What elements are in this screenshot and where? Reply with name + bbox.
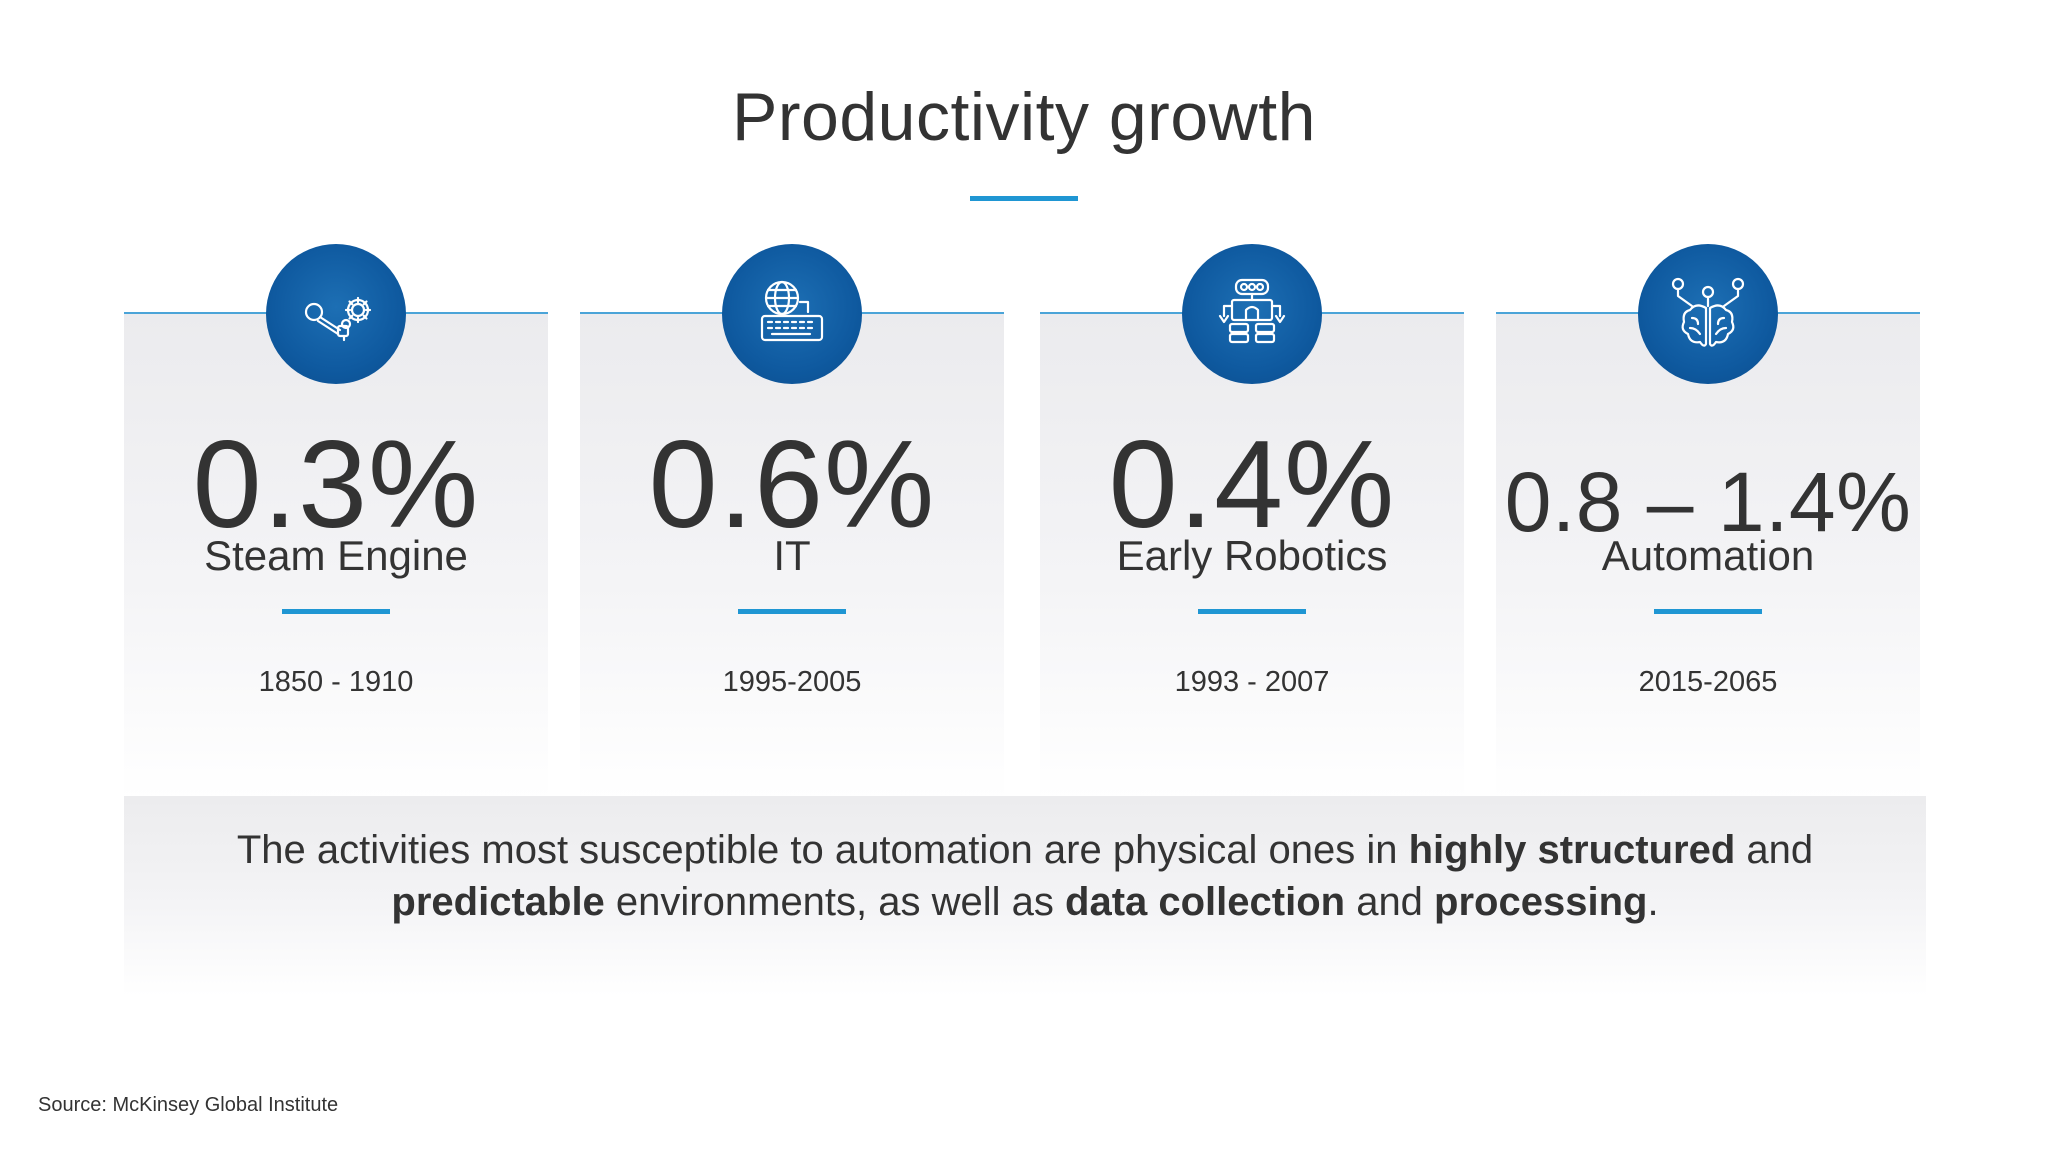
steam-engine-icon [266,244,406,384]
globe-keyboard-icon [722,244,862,384]
growth-value: 0.8 – 1.4% [1504,455,1912,549]
summary-text-part: and [1735,828,1814,872]
card-steam-engine: 0.3% Steam Engine 1850 - 1910 [124,244,548,800]
growth-value: 0.3% [192,416,480,554]
title-divider [970,196,1078,201]
card-divider [1198,609,1306,614]
summary-emphasis: data collection [1065,880,1346,924]
summary-text-part: environments, as well as [604,880,1066,924]
page-title: Productivity growth [732,79,1316,155]
summary-text-part: . [1647,880,1659,924]
period-label: 1850 - 1910 [258,666,414,698]
card-divider [1654,609,1762,614]
period-label: 1995-2005 [722,666,862,698]
growth-value: 0.6% [648,416,936,554]
card-divider [738,609,846,614]
card-automation: 0.8 – 1.4% Automation 2015-2065 [1496,244,1920,800]
growth-value: 0.4% [1108,416,1396,554]
summary-emphasis: processing [1434,880,1648,924]
summary-text: The activities most susceptible to autom… [124,824,1926,928]
period-label: 1993 - 2007 [1174,666,1330,698]
card-early-robotics: 0.4% Early Robotics 1993 - 2007 [1040,244,1464,800]
source-caption: Source: McKinsey Global Institute [38,1094,339,1116]
card-it: 0.6% IT 1995-2005 [580,244,1004,800]
summary-emphasis: predictable [391,880,605,924]
brain-circuit-icon [1638,244,1778,384]
technology-label: IT [773,532,811,579]
technology-label: Early Robotics [1116,532,1388,579]
summary-emphasis: highly structured [1408,828,1736,872]
summary-box: The activities most susceptible to autom… [124,796,1926,996]
period-label: 2015-2065 [1638,666,1778,698]
card-divider [282,609,390,614]
technology-label: Steam Engine [204,532,468,579]
summary-text-part: The activities most susceptible to autom… [236,828,1409,872]
robot-icon [1182,244,1322,384]
technology-label: Automation [1601,532,1815,579]
summary-text-part: and [1345,880,1435,924]
